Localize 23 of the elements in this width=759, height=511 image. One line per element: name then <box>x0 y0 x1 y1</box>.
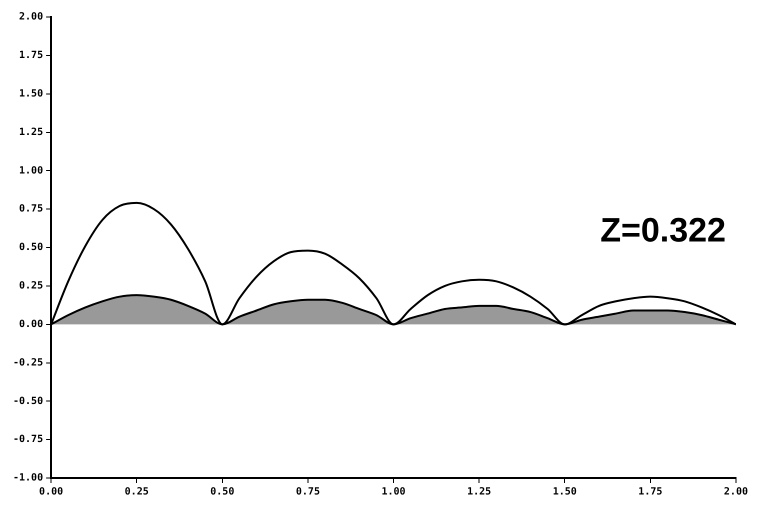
y-tick-label: 0.00 <box>19 318 44 330</box>
y-tick-label: 1.50 <box>19 88 44 100</box>
x-tick-label: 1.75 <box>638 486 662 498</box>
y-tick-label: 0.50 <box>19 242 44 254</box>
x-tick-label: 2.00 <box>724 486 748 498</box>
y-tick-label: 1.75 <box>19 50 44 62</box>
x-tick-label: 0.50 <box>210 486 234 498</box>
y-tick-label: 2.00 <box>19 12 44 23</box>
x-tick-label: 0.75 <box>296 486 320 498</box>
x-tick-label: 0.00 <box>39 486 64 498</box>
y-tick-label: -0.25 <box>12 357 44 368</box>
y-tick-label: -0.50 <box>12 396 44 407</box>
x-tick-label: 1.25 <box>467 486 492 498</box>
y-tick-label: -0.75 <box>12 434 44 446</box>
y-tick-label: 1.00 <box>19 165 44 176</box>
x-tick-label: 1.50 <box>552 486 577 498</box>
x-tick-label: 0.25 <box>124 486 149 498</box>
y-tick-label: -1.00 <box>12 472 44 484</box>
x-tick-label: 1.00 <box>381 486 406 498</box>
y-tick-label: 0.75 <box>19 204 44 215</box>
y-tick-label: 1.25 <box>19 126 44 138</box>
annotation: Z=0.322 <box>600 212 726 250</box>
y-tick-label: 0.25 <box>19 280 44 292</box>
